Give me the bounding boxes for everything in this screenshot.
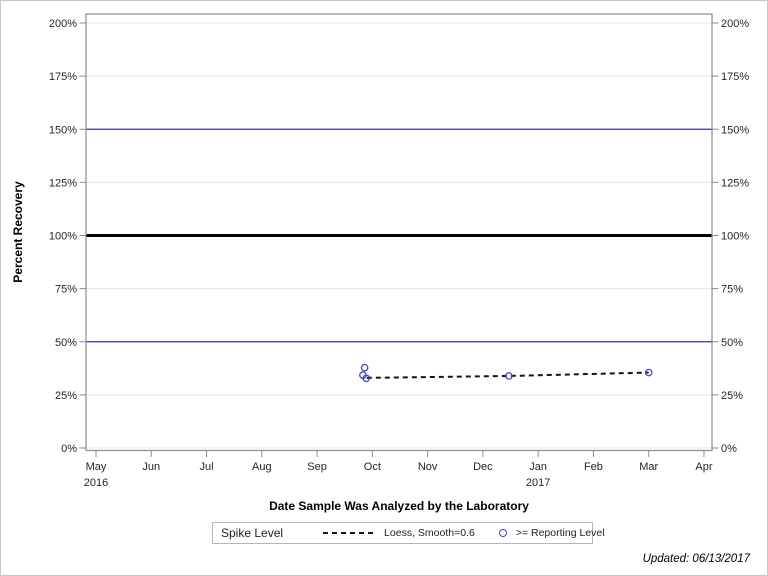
y-tick-label-left: 50% [55, 337, 77, 349]
y-tick-label-right: 50% [721, 337, 743, 349]
x-tick-label: Apr [695, 461, 712, 473]
legend-item-loess: Loess, Smooth=0.6 [323, 527, 475, 539]
legend-item-loess-label: Loess, Smooth=0.6 [384, 527, 475, 539]
y-tick-label-right: 25% [721, 390, 743, 402]
x-tick-label: May [86, 461, 107, 473]
x-year-label: 2017 [526, 477, 550, 489]
x-tick-label: Oct [364, 461, 381, 473]
y-tick-label-left: 0% [61, 443, 77, 455]
x-tick-label: Feb [584, 461, 603, 473]
data-point-marker [362, 374, 371, 383]
y-tick-label-left: 75% [55, 284, 77, 296]
y-tick-label-left: 125% [49, 177, 77, 189]
y-axis-title: Percent Recovery [11, 181, 25, 283]
x-tick-label: Nov [418, 461, 438, 473]
x-year-label: 2016 [84, 477, 108, 489]
data-point-marker [644, 368, 653, 377]
x-tick-label: Dec [473, 461, 493, 473]
x-tick-label: Sep [307, 461, 327, 473]
data-point-marker [360, 363, 369, 372]
legend-item-reporting-level-label: >= Reporting Level [515, 527, 605, 539]
y-tick-label-left: 25% [55, 390, 77, 402]
y-tick-label-left: 200% [49, 18, 77, 30]
plot-frame [85, 13, 713, 452]
updated-note: Updated: 06/13/2017 [642, 553, 750, 565]
legend: Spike Level Loess, Smooth=0.6 >= Reporti… [212, 522, 605, 544]
x-tick-label: Mar [639, 461, 658, 473]
x-tick-label: Jun [142, 461, 160, 473]
y-tick-label-right: 175% [721, 71, 749, 83]
y-tick-label-right: 200% [721, 18, 749, 30]
y-tick-label-right: 125% [721, 177, 749, 189]
y-tick-label-right: 75% [721, 284, 743, 296]
x-axis-title: Date Sample Was Analyzed by the Laborato… [269, 499, 529, 513]
open-circle-marker-icon [498, 529, 507, 537]
y-tick-label-left: 175% [49, 71, 77, 83]
dashed-line-swatch-icon [323, 532, 376, 534]
legend-item-reporting-level: >= Reporting Level [498, 527, 605, 539]
loess-line [366, 371, 649, 379]
y-tick-label-right: 100% [721, 231, 749, 243]
x-tick-label: Aug [252, 461, 272, 473]
x-tick-label: Jan [529, 461, 547, 473]
data-point-marker [505, 372, 513, 380]
y-tick-label-right: 0% [721, 443, 737, 455]
legend-title: Spike Level [221, 526, 284, 540]
y-tick-label-left: 150% [49, 124, 77, 136]
x-tick-label: Jul [200, 461, 214, 473]
y-tick-label-left: 100% [49, 231, 77, 243]
y-tick-label-right: 150% [721, 124, 749, 136]
